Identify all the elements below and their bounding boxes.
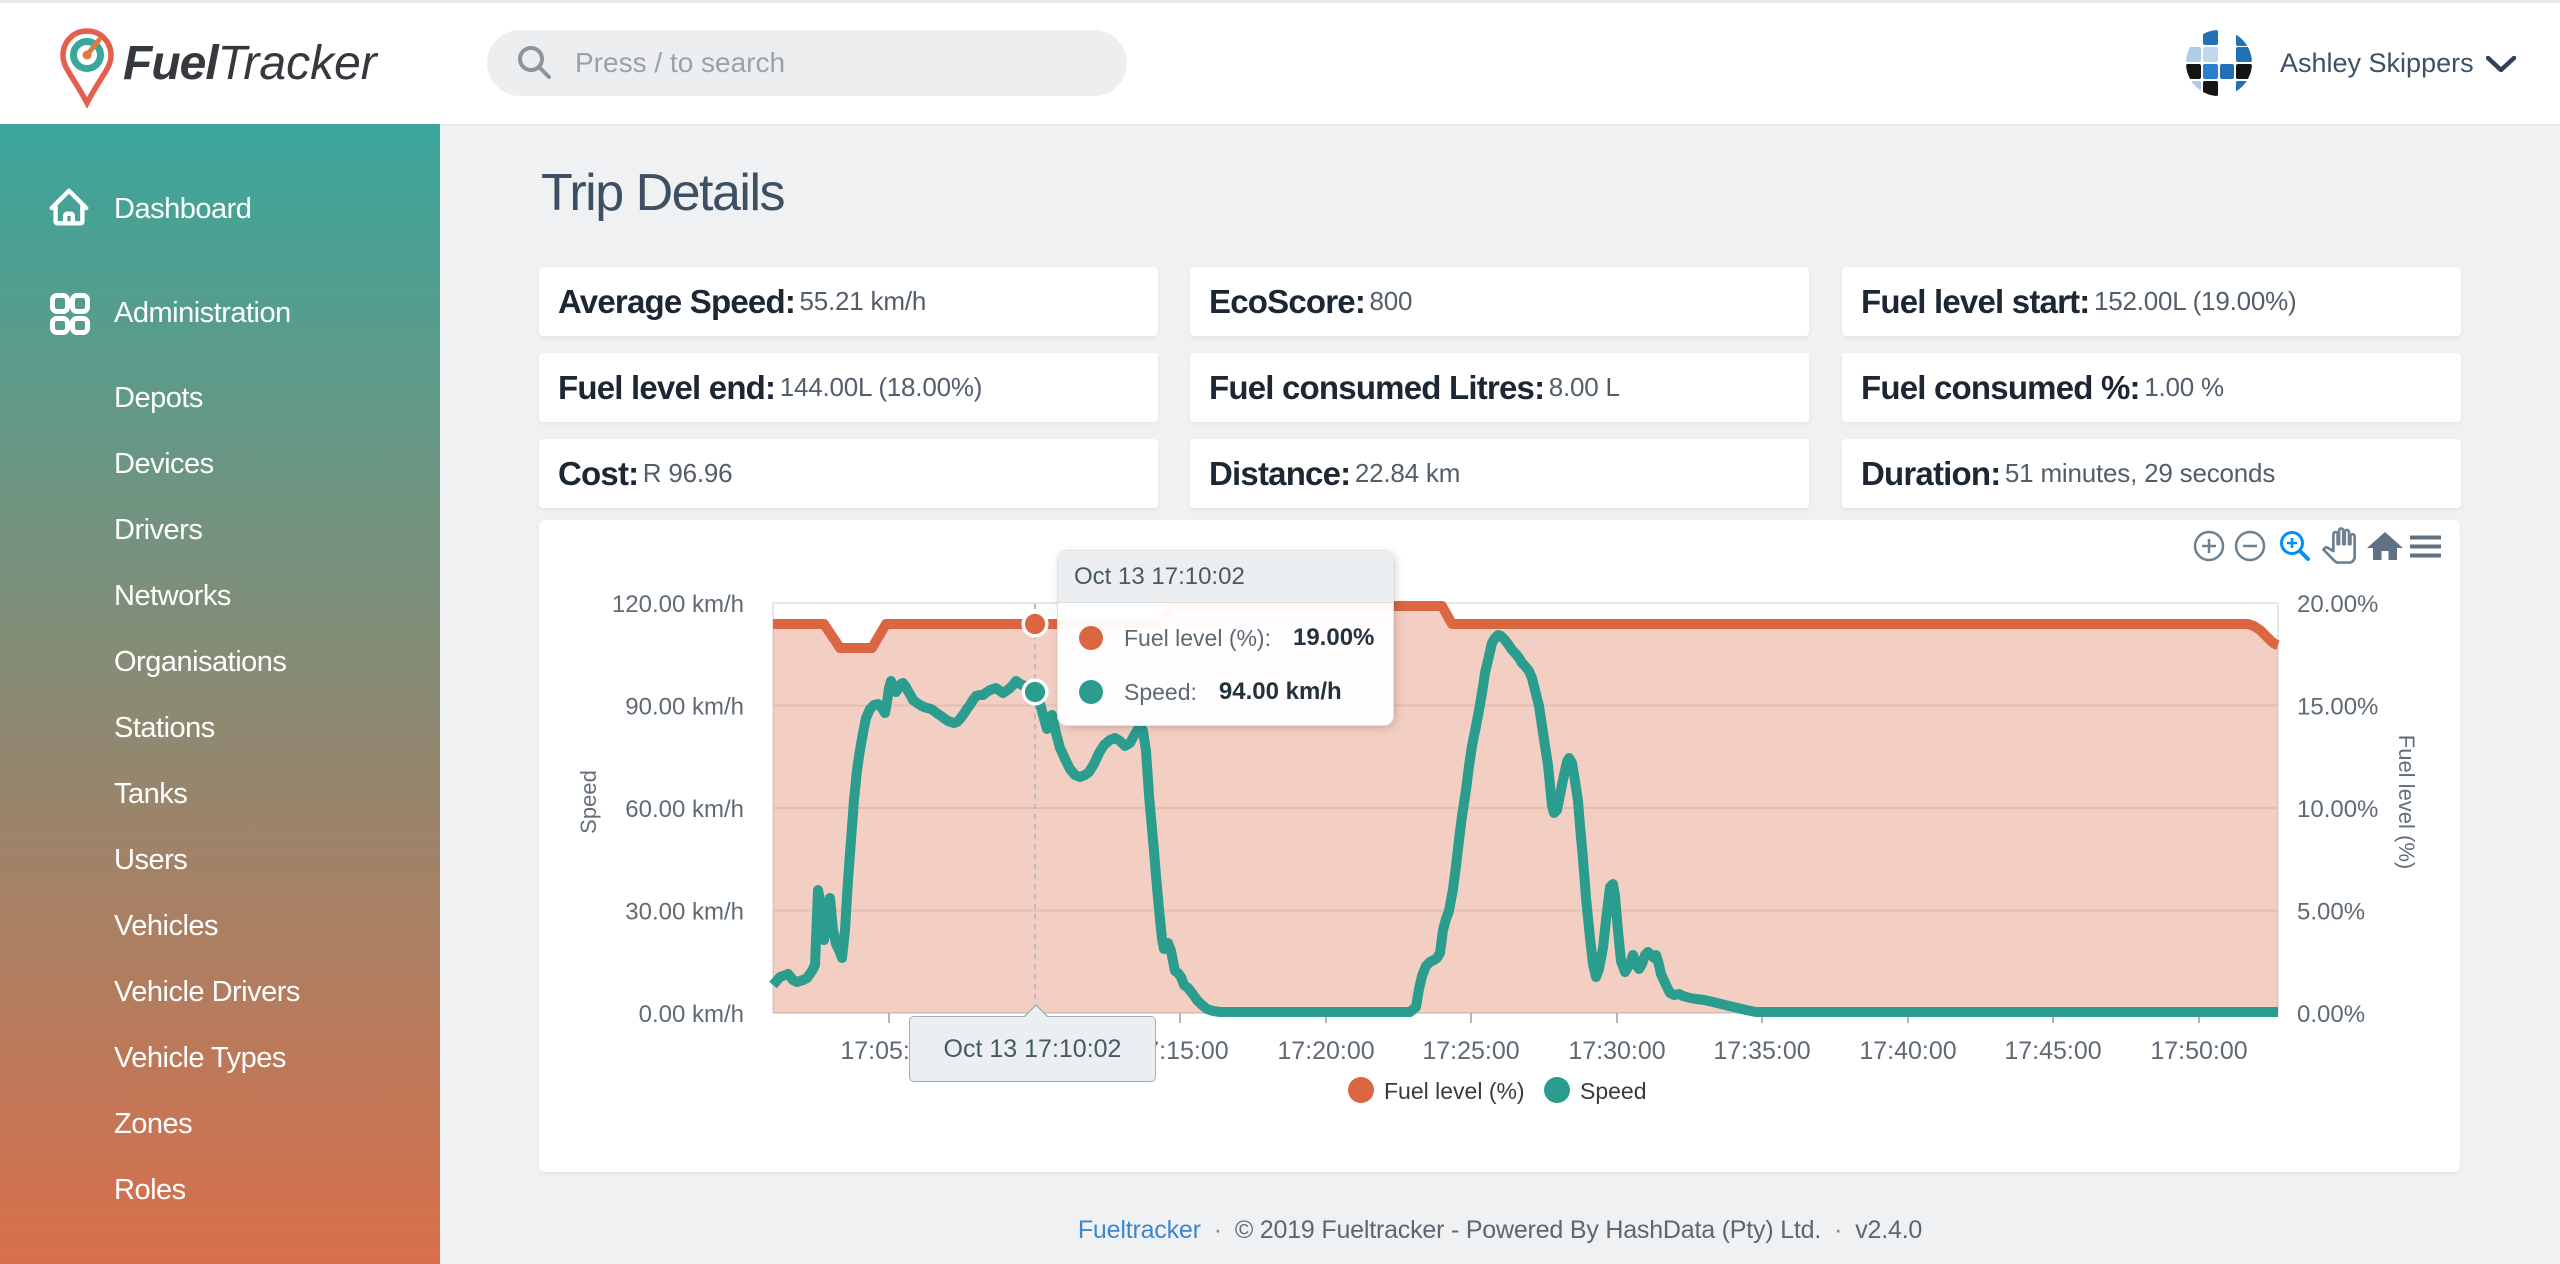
svg-text:0.00 km/h: 0.00 km/h <box>639 1001 744 1028</box>
svg-text:Speed: Speed <box>576 770 601 834</box>
svg-text:10.00%: 10.00% <box>2297 796 2378 823</box>
svg-text:17:35:00: 17:35:00 <box>1713 1037 1810 1065</box>
svg-text:15.00%: 15.00% <box>2297 694 2378 721</box>
svg-text:90.00 km/h: 90.00 km/h <box>625 694 744 721</box>
svg-text:60.00 km/h: 60.00 km/h <box>625 796 744 823</box>
svg-text:5.00%: 5.00% <box>2297 899 2365 926</box>
svg-text:20.00%: 20.00% <box>2297 591 2378 618</box>
svg-text:Fuel level (%): Fuel level (%) <box>2394 735 2419 869</box>
svg-text:30.00 km/h: 30.00 km/h <box>625 899 744 926</box>
svg-text:17:45:00: 17:45:00 <box>2004 1037 2101 1065</box>
svg-text:17:30:00: 17:30:00 <box>1568 1037 1665 1065</box>
svg-text:Speed: Speed <box>1580 1078 1647 1104</box>
svg-text:120.00 km/h: 120.00 km/h <box>612 591 744 618</box>
svg-text:17:50:00: 17:50:00 <box>2150 1037 2247 1065</box>
svg-text:17:40:00: 17:40:00 <box>1859 1037 1956 1065</box>
svg-text:17:20:00: 17:20:00 <box>1277 1037 1374 1065</box>
svg-text:17:25:00: 17:25:00 <box>1422 1037 1519 1065</box>
svg-text:0.00%: 0.00% <box>2297 1001 2365 1028</box>
svg-text:Fuel level (%): Fuel level (%) <box>1384 1078 1525 1104</box>
